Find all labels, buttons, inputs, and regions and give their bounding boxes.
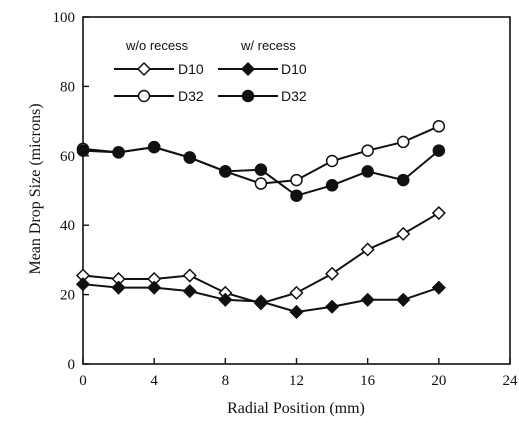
- x-tick-label: 8: [222, 373, 230, 389]
- data-point: [182, 268, 197, 283]
- data-point: [325, 266, 340, 281]
- data-point: [360, 292, 375, 307]
- y-tick-label: 20: [60, 288, 75, 304]
- legend-label-d10-with-recess: D10: [281, 61, 307, 77]
- y-axis-label-units: (microns): [27, 103, 44, 165]
- data-point: [147, 280, 162, 295]
- data-point: [431, 280, 446, 295]
- data-point: [325, 154, 339, 168]
- data-point: [431, 205, 446, 221]
- legend-sample-marker: [241, 89, 255, 103]
- legend-label-d32-with-recess: D32: [281, 88, 307, 104]
- data-point: [397, 135, 410, 149]
- data-point: [183, 151, 196, 164]
- data-point: [219, 165, 232, 178]
- legend-sample: [218, 61, 278, 77]
- y-axis-label-main: Mean Drop Size: [27, 166, 44, 275]
- data-point: [290, 189, 303, 202]
- x-tick-label: 16: [360, 373, 376, 389]
- data-point: [361, 144, 374, 157]
- data-point: [396, 226, 411, 241]
- legend-label-d32-without-recess: D32: [178, 88, 204, 104]
- legend: w/o recess w/ recess D10 D32 D10 D32: [114, 38, 307, 104]
- data-point: [147, 140, 161, 154]
- legend-sample: [114, 89, 174, 103]
- legend-label-d10-without-recess: D10: [178, 61, 204, 77]
- x-tick-label: 4: [150, 373, 158, 389]
- data-point: [432, 120, 446, 133]
- x-tick-label: 24: [503, 373, 519, 389]
- legend-sample: [218, 89, 278, 103]
- data-point: [218, 292, 233, 307]
- y-tick-label: 80: [60, 79, 75, 95]
- y-tick-label: 40: [60, 218, 75, 234]
- y-tick-label: 0: [68, 357, 76, 373]
- data-point: [432, 144, 446, 157]
- legend-sample-marker: [136, 61, 152, 77]
- data-point: [325, 179, 339, 192]
- y-tick-label: 100: [53, 10, 76, 26]
- series-d10-with-recess: [75, 277, 446, 320]
- data-point: [289, 285, 304, 300]
- y-tick-label: 60: [60, 149, 75, 165]
- series-line: [82, 212, 440, 305]
- data-point: [325, 299, 340, 314]
- y-axis-label: Mean Drop Size (microns): [27, 103, 44, 274]
- data-point: [76, 144, 90, 157]
- data-point: [253, 294, 268, 309]
- legend-sample: [114, 61, 174, 77]
- series-layer: [75, 120, 446, 320]
- series-d32-with-recess: [76, 140, 446, 202]
- series-d10-without-recess: [75, 205, 446, 311]
- legend-group-header-without-recess: w/o recess: [125, 38, 189, 53]
- legend-sample-marker: [137, 89, 151, 103]
- legend-sample-marker: [240, 61, 256, 77]
- data-point: [112, 146, 125, 159]
- x-tick-label: 20: [431, 373, 446, 389]
- data-point: [397, 173, 410, 187]
- legend-group-header-with-recess: w/ recess: [240, 38, 296, 53]
- data-point: [360, 242, 375, 257]
- data-point: [396, 292, 411, 307]
- data-point: [254, 177, 268, 190]
- data-point: [361, 165, 374, 178]
- data-point: [289, 304, 304, 320]
- x-axis-label: Radial Position (mm): [227, 400, 365, 417]
- data-point: [182, 284, 197, 299]
- data-point: [254, 163, 268, 176]
- x-tick-label: 12: [289, 373, 304, 389]
- data-point: [111, 280, 126, 295]
- x-tick-label: 0: [79, 373, 87, 389]
- series-d32-without-recess: [76, 120, 446, 190]
- data-point: [290, 173, 303, 187]
- data-point: [75, 277, 91, 292]
